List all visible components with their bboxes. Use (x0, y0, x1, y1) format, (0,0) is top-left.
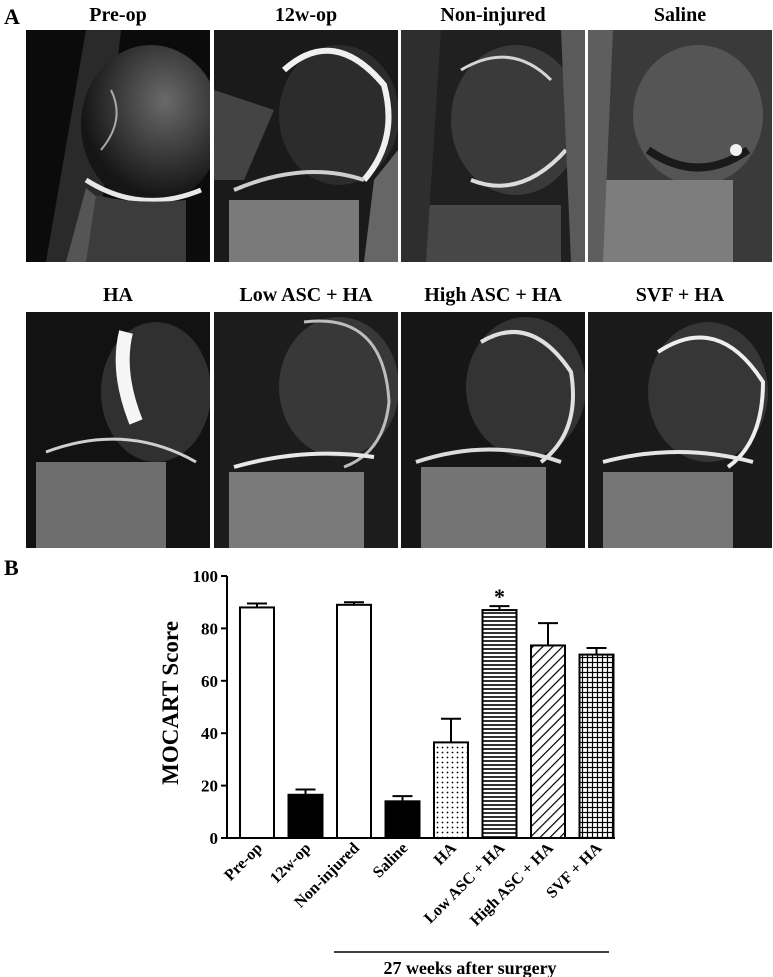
mri-image-ha (26, 312, 210, 548)
y-axis-label: MOCART Score (158, 621, 183, 785)
x-tick-label: Saline (370, 840, 412, 882)
y-tick-label: 0 (210, 829, 219, 848)
mri-title-svf-ha: SVF + HA (635, 284, 725, 306)
y-tick-label: 60 (201, 672, 218, 691)
panel-letter-b: B (4, 555, 19, 580)
bar (384, 800, 421, 840)
y-tick-label: 20 (201, 777, 218, 796)
bar (287, 793, 324, 840)
mri-title-ha: HA (103, 284, 133, 306)
mri-title-low-asc-ha: Low ASC + HA (239, 284, 373, 306)
mri-title-12w-op: 12w-op (274, 4, 338, 26)
bracket-label: 27 weeks after surgery (383, 958, 556, 977)
mri-image-pre-op (26, 30, 210, 262)
mri-title-high-asc-ha: High ASC + HA (424, 284, 562, 306)
x-tick-label: Pre-op (221, 840, 266, 885)
bar (239, 606, 275, 839)
significance-marker: * (494, 584, 505, 609)
mri-title-saline: Saline (653, 4, 707, 26)
mri-image-saline (588, 30, 772, 262)
mocart-bar-chart: MOCART Score 0 20 40 60 80 100 * Pre-op 12w-op… (158, 567, 615, 977)
mri-title-pre-op: Pre-op (89, 4, 147, 26)
x-tick-label: High ASC + HA (467, 839, 557, 929)
y-tick-label: 80 (201, 619, 218, 638)
mri-image-non-injured (401, 30, 585, 262)
y-tick-label: 100 (193, 567, 219, 586)
mri-image-svf-ha (588, 312, 772, 548)
bar (336, 603, 372, 839)
mri-image-12w-op (214, 30, 398, 262)
bar (433, 741, 469, 839)
bar (481, 609, 518, 840)
mri-title-non-injured: Non-injured (440, 4, 546, 26)
x-tick-label: HA (431, 839, 460, 868)
bar (530, 644, 566, 840)
mri-image-low-asc-ha (214, 312, 398, 548)
y-tick-label: 40 (201, 724, 218, 743)
mri-image-high-asc-ha (401, 312, 585, 548)
bar (578, 653, 615, 839)
panel-letter-a: A (4, 4, 20, 29)
x-tick-label: 12w-op (267, 840, 314, 887)
